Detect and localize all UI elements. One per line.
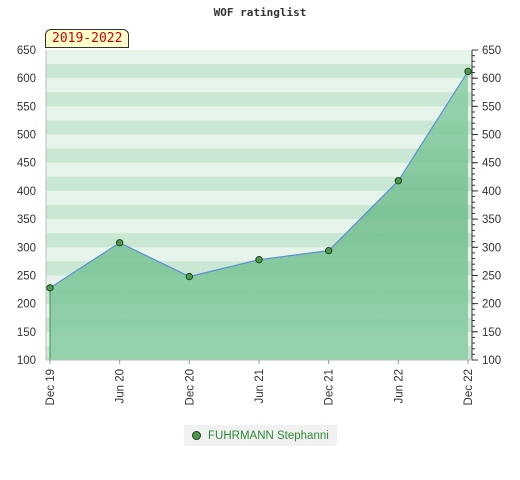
y-tick-label-right: 250 — [482, 270, 501, 282]
legend[interactable]: FUHRMANN Stephanni — [184, 425, 337, 446]
data-point[interactable] — [255, 256, 263, 264]
x-tick-label: Dec 20 — [184, 369, 196, 405]
period-badge: 2019-2022 — [45, 29, 130, 48]
y-tick-label-right: 200 — [482, 299, 501, 311]
y-tick-label-left: 350 — [17, 214, 36, 226]
x-tick-label: Jun 22 — [393, 369, 405, 404]
x-tick-label: Dec 22 — [463, 369, 475, 405]
data-point[interactable] — [394, 177, 402, 185]
y-tick-label-left: 500 — [17, 130, 36, 142]
data-point[interactable] — [116, 239, 124, 247]
background-band — [46, 78, 472, 93]
marks-layer — [46, 67, 472, 292]
background-band — [46, 148, 472, 164]
legend-label: FUHRMANN Stephanni — [208, 429, 329, 442]
axis-layer: 100 100 150 150 200 200 250 250 300 300 350 350 400 4… — [17, 45, 501, 405]
chart-title: WOF ratinglist — [213, 6, 307, 19]
y-tick-label-left: 450 — [17, 158, 36, 170]
legend-marker-icon — [192, 431, 201, 440]
y-tick-label-left: 250 — [17, 270, 36, 282]
background-band — [46, 190, 472, 206]
y-tick-label-right: 600 — [482, 73, 501, 85]
background-band — [46, 92, 472, 107]
y-tick-label-right: 500 — [482, 130, 501, 142]
y-tick-label-left: 100 — [17, 355, 36, 367]
y-tick-label-left: 650 — [17, 45, 36, 57]
x-tick-label: Jun 20 — [115, 369, 127, 404]
y-tick-label-left: 200 — [17, 299, 36, 311]
series-area — [50, 71, 468, 360]
y-tick-label-right: 150 — [482, 327, 501, 339]
x-tick-label: Dec 19 — [45, 369, 57, 405]
background-band — [46, 120, 472, 136]
y-tick-label-right: 300 — [482, 242, 501, 254]
y-tick-label-left: 400 — [17, 186, 36, 198]
x-tick-label: Dec 21 — [324, 369, 336, 405]
data-point[interactable] — [46, 284, 54, 292]
y-tick-label-right: 350 — [482, 214, 501, 226]
y-tick-label-left: 550 — [17, 101, 36, 113]
y-tick-label-left: 300 — [17, 242, 36, 254]
data-point[interactable] — [325, 247, 333, 255]
y-tick-label-left: 150 — [17, 327, 36, 339]
background-band — [46, 50, 472, 65]
y-tick-label-right: 450 — [482, 158, 501, 170]
x-tick-label: Jun 21 — [254, 369, 266, 404]
y-tick-label-right: 100 — [482, 355, 501, 367]
y-tick-label-right: 400 — [482, 186, 501, 198]
background-band — [46, 134, 472, 150]
y-tick-label-left: 600 — [17, 73, 36, 85]
y-tick-label-right: 650 — [482, 45, 501, 57]
background-band — [46, 162, 472, 178]
background-band — [46, 64, 472, 79]
y-tick-label-right: 550 — [482, 101, 501, 113]
background-band — [46, 176, 472, 192]
background-band — [46, 106, 472, 121]
data-point[interactable] — [464, 67, 472, 76]
data-point[interactable] — [185, 272, 193, 281]
